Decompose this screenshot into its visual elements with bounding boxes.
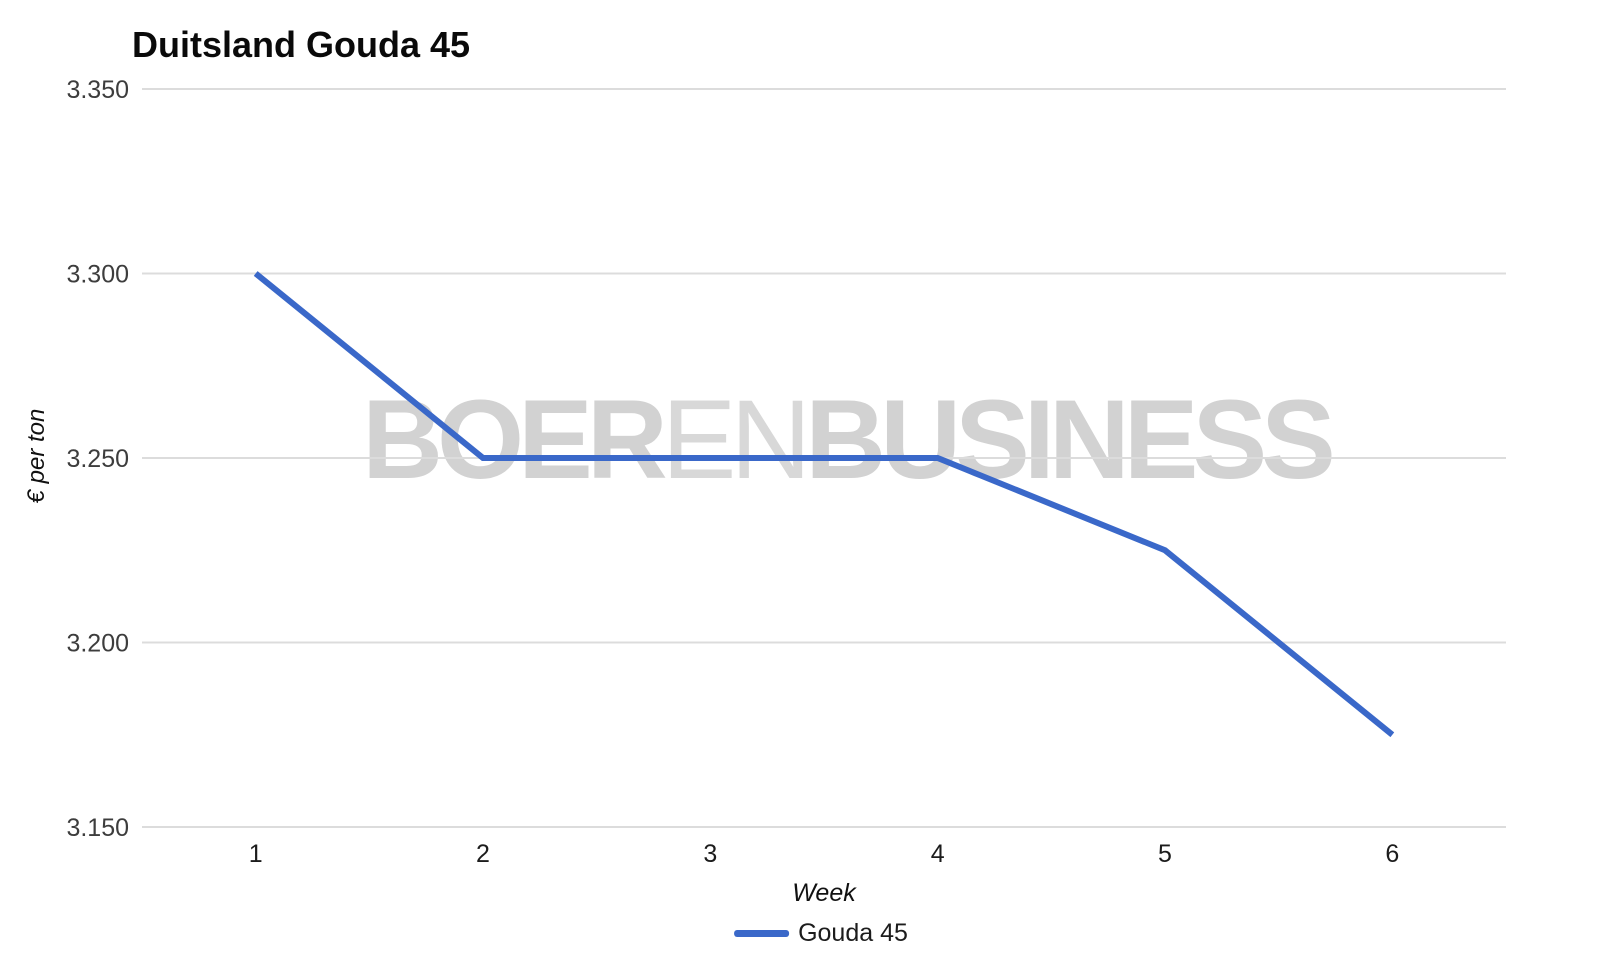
y-axis-title: € per ton bbox=[23, 408, 50, 504]
x-axis-title: Week bbox=[792, 879, 856, 907]
watermark: BOERENBUSINESS bbox=[362, 384, 1336, 496]
y-tick-label: 3.200 bbox=[66, 630, 129, 658]
y-tick-label: 3.350 bbox=[66, 76, 129, 104]
watermark-segment-business: BUSINESS bbox=[805, 377, 1336, 502]
x-tick-label: 4 bbox=[931, 840, 945, 868]
x-tick-label: 1 bbox=[249, 840, 263, 868]
x-tick-label: 2 bbox=[476, 840, 490, 868]
legend-label: Gouda 45 bbox=[798, 919, 908, 947]
watermark-segment-en: EN bbox=[661, 377, 812, 502]
x-tick-label: 5 bbox=[1158, 840, 1172, 868]
x-tick-label: 3 bbox=[703, 840, 717, 868]
series-line-gouda-45 bbox=[253, 271, 1395, 738]
legend: Gouda 45 bbox=[734, 919, 908, 948]
legend-line-swatch bbox=[734, 930, 790, 937]
y-tick-label: 3.300 bbox=[66, 261, 129, 289]
x-tick-label: 6 bbox=[1385, 840, 1399, 868]
chart-title: Duitsland Gouda 45 bbox=[132, 24, 471, 65]
y-tick-label: 3.250 bbox=[66, 445, 129, 473]
y-tick-label: 3.150 bbox=[66, 814, 129, 842]
